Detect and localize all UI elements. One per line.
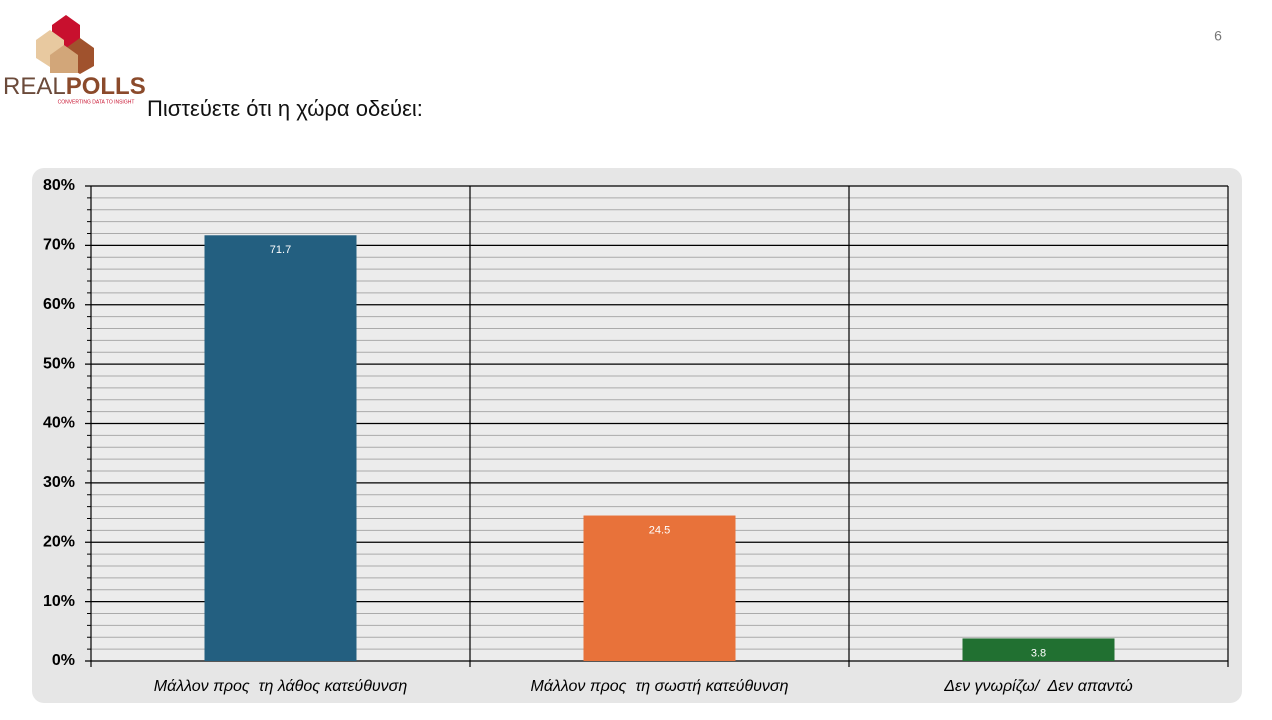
y-tick-label: 50% <box>43 355 75 372</box>
y-tick-label: 80% <box>43 177 75 194</box>
bar <box>204 235 357 661</box>
x-tick-label: Δεν γνωρίζω/ Δεν απαντώ <box>943 678 1132 695</box>
value-label: 24.5 <box>649 524 670 536</box>
chart-title: Πιστεύετε ότι η χώρα οδεύει: <box>147 96 423 121</box>
y-tick-label: 40% <box>43 415 75 432</box>
value-label: 71.7 <box>270 244 291 256</box>
y-tick-label: 20% <box>43 533 75 550</box>
bar <box>583 515 736 661</box>
x-tick-label: Μάλλον προς τη λάθος κατεύθυνση <box>154 678 408 695</box>
logo-part: REAL <box>3 73 66 100</box>
logo-mark <box>36 15 94 74</box>
y-tick-label: 10% <box>43 593 75 610</box>
y-tick-label: 0% <box>52 652 75 669</box>
chart: 0% 10% 20% 30% 40% 50% 60% 70% 80% 71.7 Μάλλον προ… <box>43 177 1229 695</box>
y-tick-label: 60% <box>43 296 75 313</box>
logo-tagline: CONVERTING DATA TO INSIGHT <box>58 99 135 105</box>
logo-part: POLLS <box>66 73 146 100</box>
value-label: 3.8 <box>1031 647 1046 659</box>
y-tick-label: 70% <box>43 237 75 254</box>
page-number: 6 <box>1214 28 1222 44</box>
logo-text: REALPOLLS <box>3 73 146 100</box>
bar <box>962 638 1115 661</box>
x-tick-label: Μάλλον προς τη σωστή κατεύθυνση <box>531 678 789 695</box>
y-tick-label: 30% <box>43 474 75 491</box>
